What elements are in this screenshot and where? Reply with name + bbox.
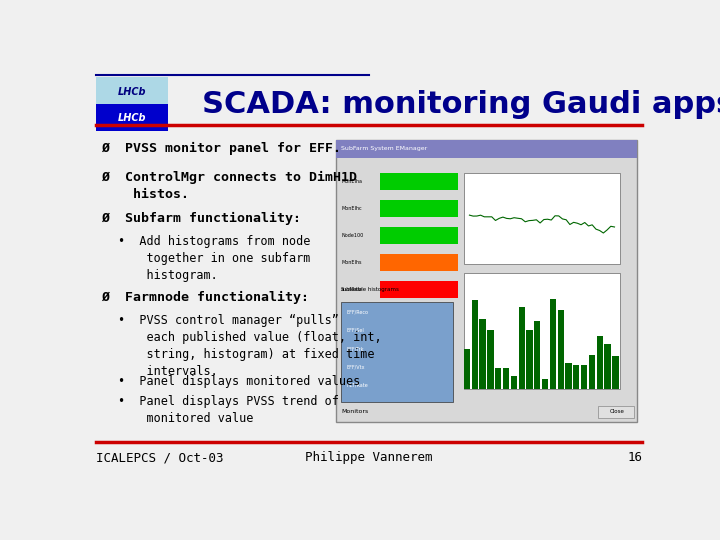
- Text: EFF/Reco: EFF/Reco: [347, 310, 369, 315]
- FancyBboxPatch shape: [472, 300, 478, 389]
- Text: EFF/Trk: EFF/Trk: [347, 346, 364, 352]
- FancyBboxPatch shape: [598, 406, 634, 418]
- Text: Philippe Vannerem: Philippe Vannerem: [305, 451, 433, 464]
- FancyBboxPatch shape: [503, 368, 509, 389]
- Text: HLT/Rate: HLT/Rate: [347, 383, 369, 388]
- FancyBboxPatch shape: [96, 104, 168, 131]
- Text: LHCb: LHCb: [117, 87, 146, 97]
- FancyBboxPatch shape: [380, 173, 459, 190]
- FancyBboxPatch shape: [565, 363, 572, 389]
- FancyBboxPatch shape: [518, 307, 525, 389]
- FancyBboxPatch shape: [557, 310, 564, 389]
- Text: SCADA: monitoring Gaudi apps: SCADA: monitoring Gaudi apps: [202, 90, 720, 119]
- FancyBboxPatch shape: [464, 273, 620, 389]
- FancyBboxPatch shape: [380, 281, 459, 298]
- FancyBboxPatch shape: [495, 368, 501, 389]
- Text: Ø  ControlMgr connects to DimH1D
    histos.: Ø ControlMgr connects to DimH1D histos.: [101, 171, 357, 201]
- FancyBboxPatch shape: [341, 302, 453, 402]
- Text: Node100: Node100: [341, 233, 364, 238]
- FancyBboxPatch shape: [526, 330, 533, 389]
- FancyBboxPatch shape: [480, 319, 486, 389]
- FancyBboxPatch shape: [581, 365, 588, 389]
- FancyBboxPatch shape: [464, 349, 470, 389]
- FancyBboxPatch shape: [96, 77, 168, 131]
- FancyBboxPatch shape: [550, 299, 556, 389]
- Text: Ø  PVSS monitor panel for EFF.: Ø PVSS monitor panel for EFF.: [101, 141, 341, 155]
- FancyBboxPatch shape: [534, 321, 541, 389]
- Text: LHCb: LHCb: [117, 113, 146, 123]
- Text: Ø  Subfarm functionality:: Ø Subfarm functionality:: [101, 212, 301, 226]
- Text: •  Add histograms from node
    together in one subfarm
    histogram.: • Add histograms from node together in o…: [118, 235, 310, 282]
- FancyBboxPatch shape: [542, 379, 548, 389]
- FancyBboxPatch shape: [380, 254, 459, 271]
- Text: SubNetw: SubNetw: [341, 287, 363, 292]
- Text: ICALEPCS / Oct-03: ICALEPCS / Oct-03: [96, 451, 223, 464]
- Text: •  Panel displays monitored values: • Panel displays monitored values: [118, 375, 360, 388]
- Text: EFF/Sel: EFF/Sel: [347, 328, 364, 333]
- FancyBboxPatch shape: [510, 376, 517, 389]
- Text: Close: Close: [610, 409, 625, 415]
- FancyBboxPatch shape: [589, 355, 595, 389]
- Text: •  Panel displays PVSS trend of
    monitored value: • Panel displays PVSS trend of monitored…: [118, 395, 339, 426]
- FancyBboxPatch shape: [336, 140, 637, 422]
- FancyBboxPatch shape: [597, 336, 603, 389]
- FancyBboxPatch shape: [380, 200, 459, 217]
- Text: EFF/Vtx: EFF/Vtx: [347, 364, 365, 369]
- Text: SubFarm System EManager: SubFarm System EManager: [341, 146, 428, 151]
- Text: •  PVSS control manager “pulls”
    each published value (float, int,
    string: • PVSS control manager “pulls” each publ…: [118, 314, 382, 379]
- FancyBboxPatch shape: [573, 366, 580, 389]
- FancyBboxPatch shape: [487, 330, 493, 389]
- Text: available histograms: available histograms: [341, 287, 399, 292]
- Text: Ø  Farmnode functionality:: Ø Farmnode functionality:: [101, 292, 309, 305]
- FancyBboxPatch shape: [380, 227, 459, 244]
- FancyBboxPatch shape: [464, 173, 620, 265]
- FancyBboxPatch shape: [612, 356, 618, 389]
- Text: MonElhs: MonElhs: [341, 260, 361, 265]
- FancyBboxPatch shape: [605, 344, 611, 389]
- Text: Monitors: Monitors: [341, 409, 369, 415]
- Text: 16: 16: [627, 451, 642, 464]
- Text: MonElhc: MonElhc: [341, 206, 361, 211]
- FancyBboxPatch shape: [336, 140, 637, 158]
- Text: MonElha: MonElha: [341, 179, 362, 184]
